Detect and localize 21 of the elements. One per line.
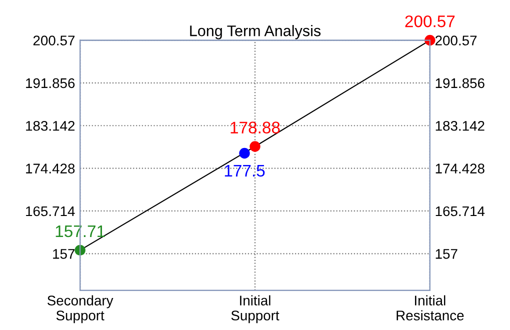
- data-label: 157.71: [56, 226, 105, 238]
- y2-tick-label: 165.714: [436, 206, 485, 216]
- y-tick-label: 157: [53, 249, 75, 259]
- y2-tick-label: 183.142: [436, 120, 484, 131]
- x-tick-label: Initial Support: [231, 295, 280, 324]
- data-label: 200.57: [405, 15, 455, 28]
- y-tick-label: 191.856: [26, 78, 75, 88]
- chart-title: Long Term Analysis: [190, 25, 321, 40]
- y2-tick-label: 157: [436, 249, 458, 259]
- y-tick-label: 165.714: [26, 206, 75, 216]
- y2-tick-label: 174.428: [436, 164, 484, 174]
- y2-tick-label: 191.856: [436, 78, 484, 88]
- data-label: 177.5: [224, 164, 265, 177]
- y-tick-label: 174.428: [26, 164, 75, 174]
- y-tick-label: 200.57: [33, 36, 75, 46]
- y-tick-label: 183.142: [26, 120, 75, 131]
- x-tick-label: Secondary Support: [48, 295, 114, 324]
- y2-tick-label: 200.57: [435, 36, 477, 46]
- point: [250, 141, 260, 152]
- x-tick-label: Initial Resistance: [396, 295, 464, 320]
- data-label: 178.88: [230, 122, 280, 134]
